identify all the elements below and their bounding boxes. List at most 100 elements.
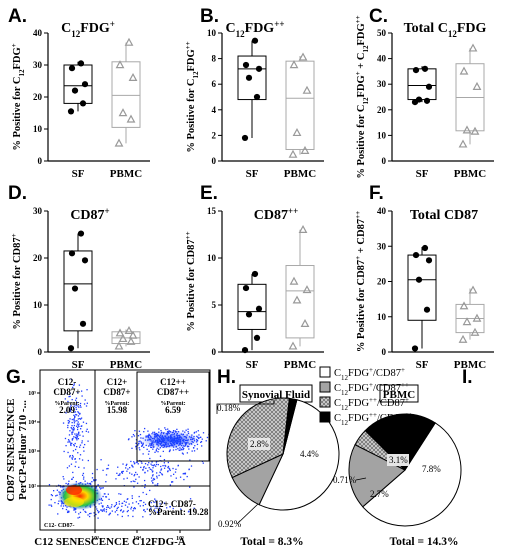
event-dot xyxy=(179,508,182,510)
event-dot xyxy=(68,510,70,512)
box-panel-3: C. Total C12FDG 0 10 20 30 40 50 % Positive for … xyxy=(354,6,494,180)
event-dot xyxy=(127,509,129,512)
event-dot xyxy=(75,481,78,483)
y-tick-label: 8 xyxy=(212,54,217,64)
event-dot xyxy=(146,448,148,451)
event-dot xyxy=(105,508,108,511)
legend: C12FDG+/CD87+C12FDG+/CD87++C12FDG++/CD87… xyxy=(319,366,413,427)
y-tick-label: 10⁵ xyxy=(28,391,36,397)
event-dot xyxy=(143,446,145,449)
data-point xyxy=(300,145,310,154)
event-dot xyxy=(121,502,124,504)
data-point xyxy=(412,251,420,259)
event-dot xyxy=(111,504,113,506)
event-dot xyxy=(142,516,144,518)
event-dot xyxy=(154,505,156,508)
event-dot xyxy=(144,503,147,506)
event-dot xyxy=(69,430,71,432)
event-dot xyxy=(156,477,158,479)
category-label: SF xyxy=(416,168,429,180)
event-dot xyxy=(154,498,156,500)
event-dot xyxy=(85,430,87,432)
event-dot xyxy=(143,466,145,468)
event-dot xyxy=(169,450,171,452)
event-dot xyxy=(158,509,160,511)
event-dot xyxy=(153,465,155,467)
event-dot xyxy=(76,419,78,422)
slice-label-box xyxy=(248,438,270,450)
event-dot xyxy=(62,507,64,510)
event-dot xyxy=(72,431,74,433)
event-dot xyxy=(67,426,69,429)
event-dot xyxy=(163,467,166,469)
gate-label-line: 15.98 xyxy=(107,405,128,415)
y-tick-label: 30 xyxy=(377,241,387,251)
event-dot xyxy=(84,399,86,401)
event-dot xyxy=(72,426,75,429)
event-dot xyxy=(167,466,169,469)
y-tick-label: 20 xyxy=(33,92,43,102)
event-dot xyxy=(71,458,74,460)
event-dot xyxy=(169,469,171,472)
data-point xyxy=(298,52,308,61)
y-tick-label: 10 xyxy=(33,124,43,134)
event-dot xyxy=(80,428,82,430)
event-dot xyxy=(127,438,130,441)
event-dot xyxy=(48,504,50,506)
event-dot xyxy=(69,456,71,458)
data-point xyxy=(411,345,419,352)
y-axis-label: % Positive for C12FDG++ xyxy=(184,41,200,152)
event-dot xyxy=(101,509,103,511)
event-dot xyxy=(146,508,148,510)
event-dot xyxy=(70,443,72,445)
data-point xyxy=(251,37,259,44)
data-point xyxy=(300,318,310,327)
event-dot xyxy=(140,499,142,502)
data-point xyxy=(425,257,433,264)
event-dot xyxy=(102,487,104,489)
gate-box xyxy=(136,371,210,462)
data-point xyxy=(245,311,253,318)
event-dot xyxy=(187,431,189,433)
event-dot xyxy=(71,457,73,459)
event-dot xyxy=(150,463,152,465)
event-dot xyxy=(169,468,171,470)
event-dot xyxy=(79,434,81,436)
data-point xyxy=(115,60,125,69)
event-dot xyxy=(71,425,73,427)
event-dot xyxy=(62,422,65,424)
data-point xyxy=(421,65,429,72)
data-point xyxy=(81,257,89,264)
event-dot xyxy=(88,512,91,515)
event-dot xyxy=(178,449,180,451)
event-dot xyxy=(66,393,69,395)
event-dot xyxy=(73,408,75,410)
event-dot xyxy=(78,423,80,425)
panel-letter: A. xyxy=(8,6,27,27)
event-dot xyxy=(151,469,153,471)
event-dot xyxy=(126,470,128,472)
event-dot xyxy=(124,504,127,506)
event-dot xyxy=(77,412,80,414)
event-dot xyxy=(62,505,65,507)
event-dot xyxy=(193,450,196,452)
event-dot xyxy=(76,439,78,441)
category-label: SF xyxy=(72,168,85,180)
event-dot xyxy=(167,470,169,473)
series-pbmc xyxy=(285,224,315,350)
event-dot xyxy=(113,505,116,508)
event-dot xyxy=(75,461,77,463)
event-dot xyxy=(79,417,81,420)
event-dot xyxy=(75,408,78,411)
series-pbmc xyxy=(111,326,141,350)
y-tick-label: 15 xyxy=(207,206,217,216)
event-dot xyxy=(169,449,171,451)
event-dot xyxy=(191,450,193,452)
gate-label-line: C12+ CD87- xyxy=(148,499,196,509)
event-dot xyxy=(142,443,144,445)
event-dot xyxy=(68,434,71,436)
data-point xyxy=(292,127,302,137)
event-dot xyxy=(132,480,134,482)
event-dot xyxy=(138,495,140,498)
event-dot xyxy=(182,430,184,432)
